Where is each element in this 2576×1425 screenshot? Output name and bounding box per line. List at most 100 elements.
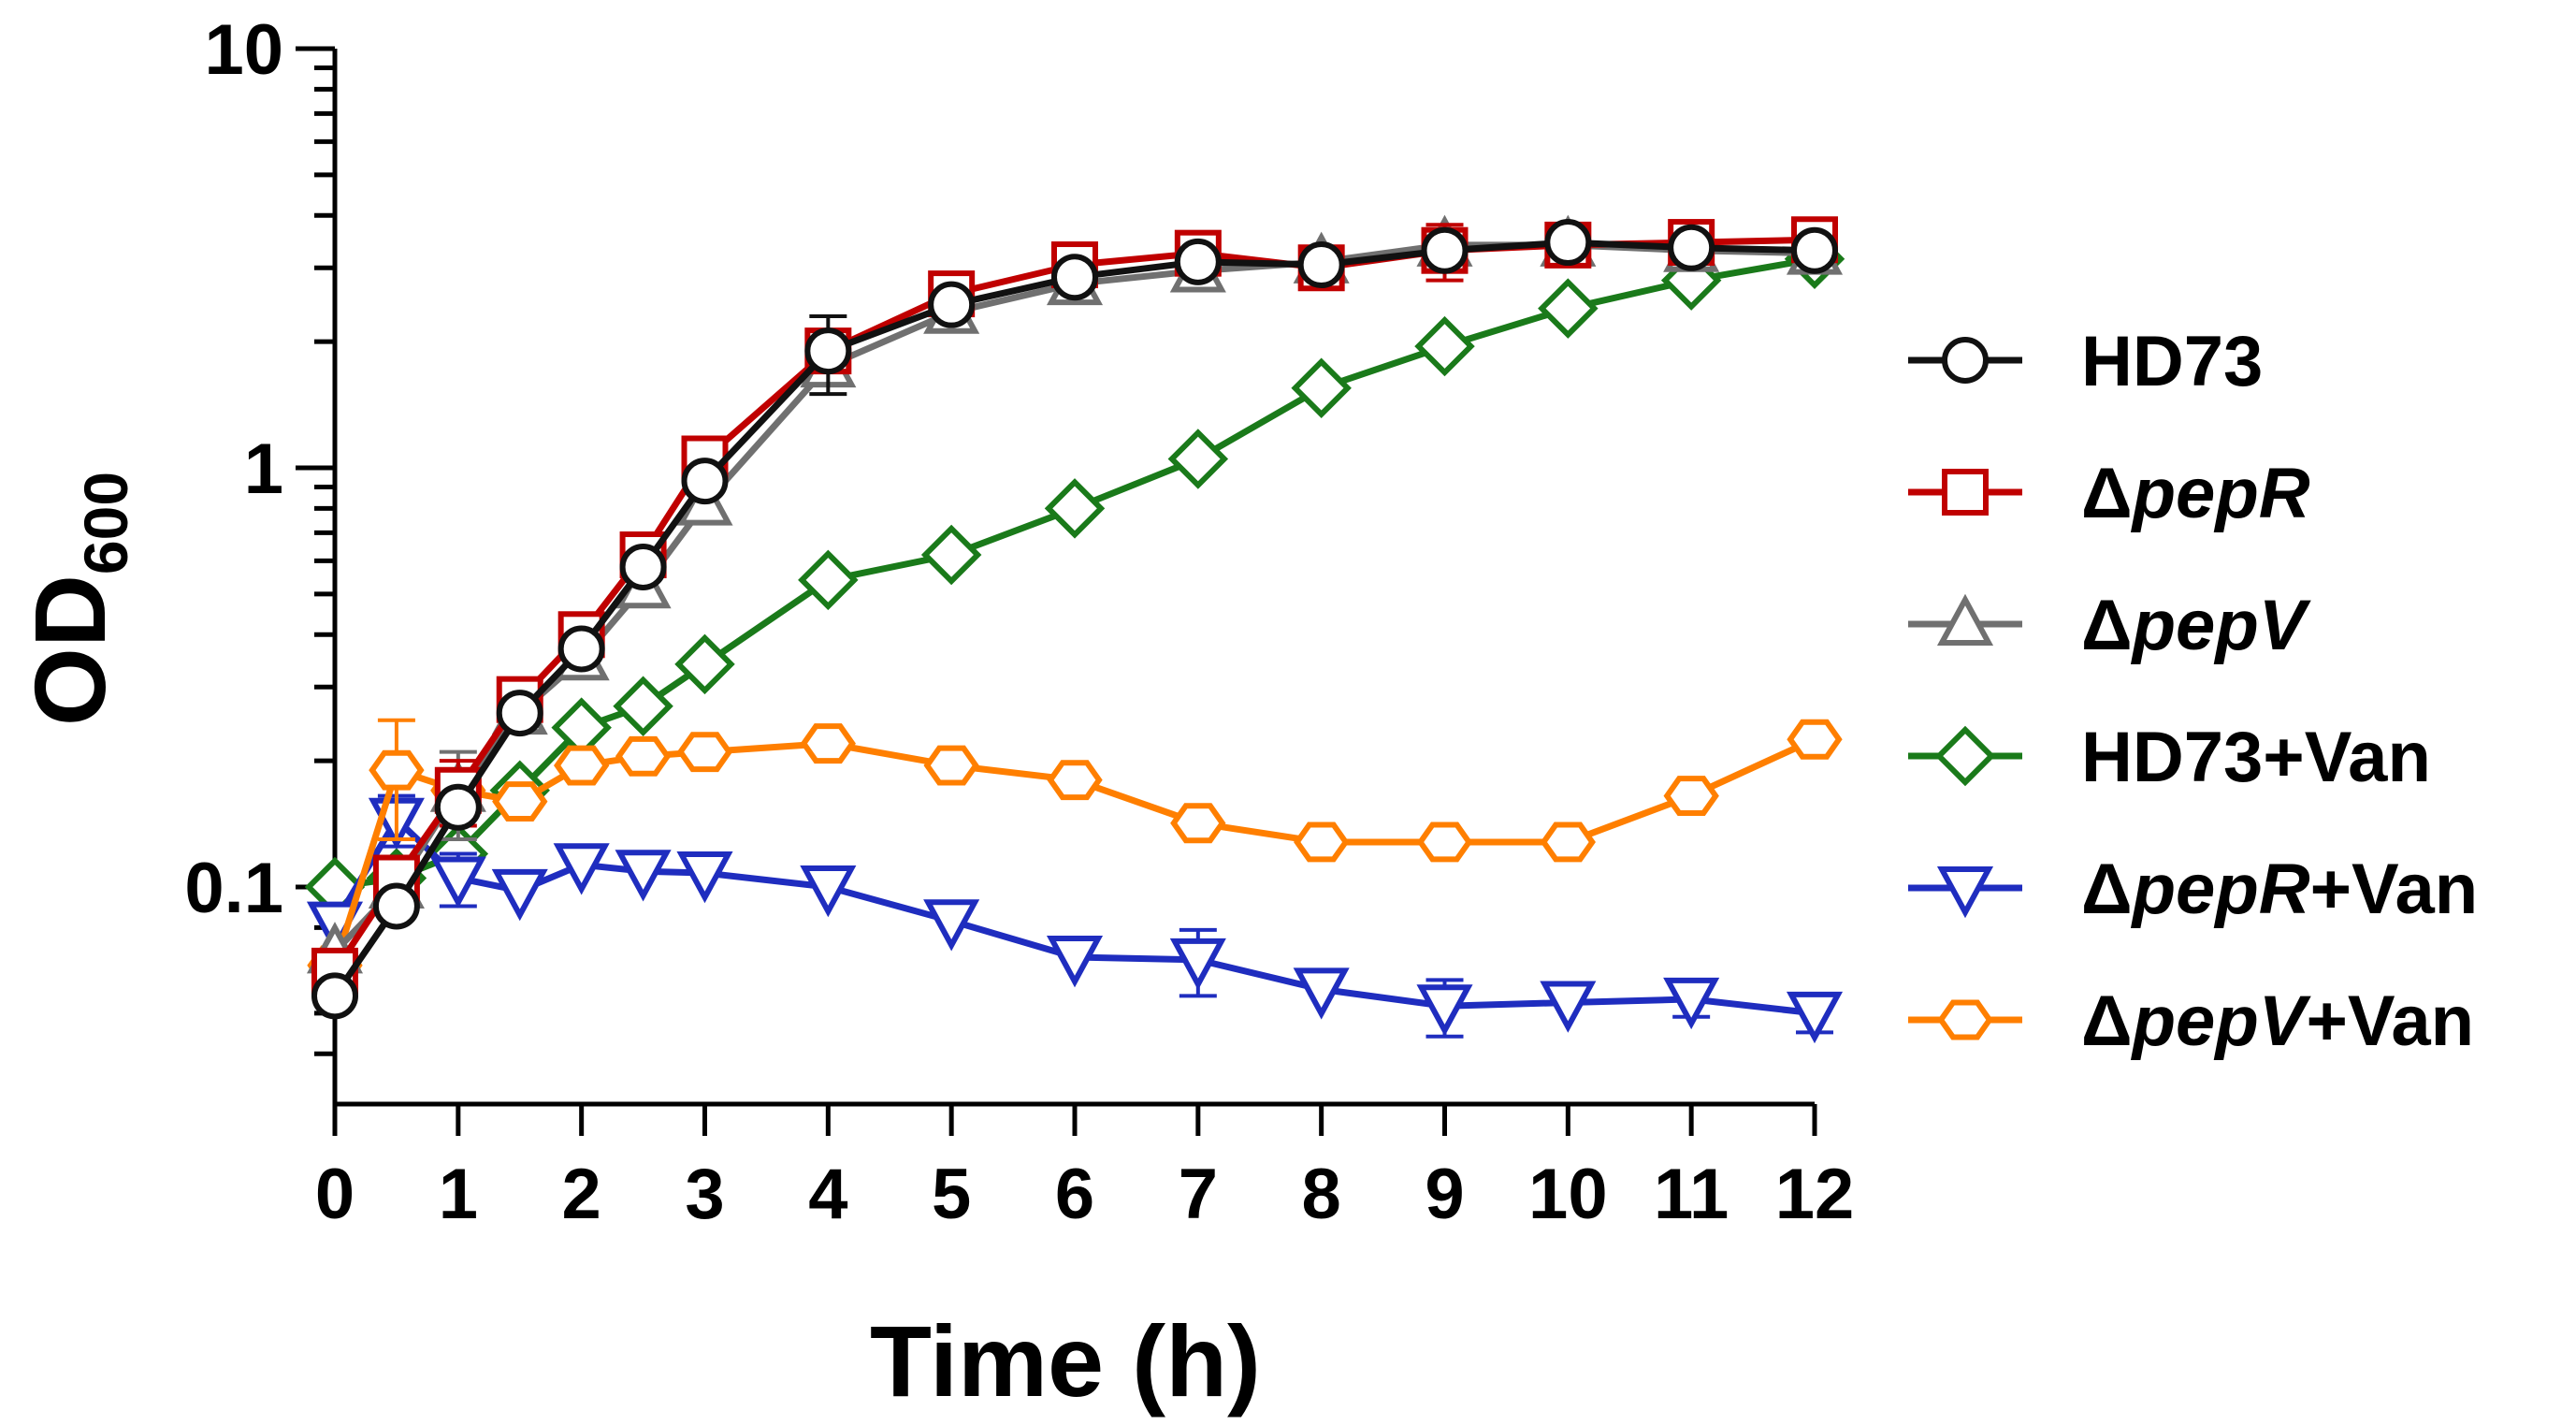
data-point <box>923 899 980 952</box>
data-point <box>1047 760 1103 801</box>
legend-item: HD73 <box>1908 322 2263 401</box>
data-point <box>1044 478 1106 539</box>
x-tick-label: 2 <box>562 1155 601 1234</box>
x-tick-label: 8 <box>1302 1155 1341 1234</box>
legend-label: HD73+Van <box>2081 718 2431 797</box>
x-tick-label: 9 <box>1425 1155 1464 1234</box>
data-point <box>429 856 486 909</box>
legend-label: ΔpepV <box>2081 586 2311 665</box>
data-point <box>804 327 852 375</box>
x-tick-label: 1 <box>439 1155 478 1234</box>
series-line <box>332 239 1816 998</box>
data-point <box>1174 238 1222 285</box>
legend-label-part: HD73 <box>2081 322 2263 401</box>
x-tick-label: 10 <box>1528 1155 1608 1234</box>
data-point <box>1051 254 1098 301</box>
data-point <box>1663 977 1720 1030</box>
data-point <box>1540 822 1596 863</box>
x-tick-label: 7 <box>1179 1155 1218 1234</box>
data-point <box>1538 278 1599 339</box>
legend-swatch-marker <box>1934 725 1996 787</box>
legend-label: ΔpepR <box>2081 454 2310 533</box>
data-point <box>1416 822 1473 863</box>
legend-label: ΔpepV+Van <box>2081 982 2474 1061</box>
data-point <box>798 549 859 611</box>
data-point <box>615 850 672 902</box>
x-tick-label: 0 <box>315 1155 355 1234</box>
legend-label-part: HD73+Van <box>2081 718 2431 797</box>
data-point <box>676 732 733 773</box>
series-line <box>334 255 1816 891</box>
series-ΔpepV <box>306 214 1844 974</box>
data-point <box>1663 776 1719 816</box>
data-point <box>491 868 548 922</box>
y-axis-title-main: OD <box>13 574 126 726</box>
data-point <box>928 281 976 328</box>
legend-swatch-marker <box>1937 999 1993 1040</box>
data-point <box>674 633 735 695</box>
legend-item: HD73+Van <box>1908 718 2431 797</box>
data-point <box>1544 219 1592 267</box>
legend-label: HD73 <box>2081 322 2263 401</box>
x-tick-label: 4 <box>808 1155 847 1234</box>
plot-area <box>304 214 1845 1044</box>
data-point <box>1167 429 1229 489</box>
data-point <box>1414 315 1475 377</box>
legend-label-part: pepV <box>2131 586 2311 665</box>
legend-item: ΔpepV+Van <box>1908 982 2474 1061</box>
data-point <box>1294 822 1350 863</box>
x-tick-label: 5 <box>932 1155 971 1234</box>
y-tick-label: 0.1 <box>184 849 283 928</box>
legend-item: ΔpepR+Van <box>1908 850 2478 929</box>
data-point <box>553 843 610 895</box>
x-tick-label: 3 <box>685 1155 724 1234</box>
legend-item: ΔpepR <box>1908 454 2310 533</box>
data-point <box>676 851 733 904</box>
x-tick-label: 11 <box>1654 1155 1729 1234</box>
data-point <box>1291 357 1352 418</box>
data-point <box>800 723 856 764</box>
x-tick-label: 6 <box>1055 1155 1094 1234</box>
data-point <box>372 882 420 930</box>
data-point <box>1787 719 1843 760</box>
data-point <box>1421 226 1469 274</box>
data-point <box>1046 936 1104 988</box>
series-line <box>331 816 1816 1017</box>
legend-label-part: pepR <box>2131 454 2310 533</box>
series-ΔpepR+Van <box>306 793 1844 1044</box>
legend-swatch-marker <box>1936 866 1994 919</box>
data-point <box>681 458 729 505</box>
legend-label-part: Δ <box>2081 850 2133 929</box>
y-tick-label: 10 <box>204 10 283 90</box>
data-point <box>1169 938 1226 991</box>
y-tick-label: 1 <box>244 429 283 509</box>
data-point <box>800 865 857 918</box>
data-point <box>1791 226 1838 274</box>
data-point <box>369 749 425 791</box>
legend-label-part: +Van <box>2310 850 2479 929</box>
y-axis-title: OD600 <box>13 472 140 726</box>
y-axis-title-subscript: 600 <box>71 472 140 574</box>
legend-label-part: pepV <box>2131 982 2311 1061</box>
data-point <box>434 783 482 831</box>
data-point <box>492 781 548 822</box>
x-tick-label: 12 <box>1775 1155 1855 1234</box>
data-point <box>1668 224 1715 271</box>
data-point <box>920 524 982 586</box>
series-HD73 <box>311 219 1838 1020</box>
data-point <box>554 745 610 786</box>
data-point <box>615 735 672 777</box>
x-axis-title: Time (h) <box>870 1304 1261 1418</box>
data-point <box>1416 984 1473 1037</box>
data-point <box>1297 241 1345 289</box>
legend-swatch-marker <box>1942 469 1989 516</box>
legend-item: ΔpepV <box>1908 586 2311 665</box>
data-point <box>1540 981 1597 1033</box>
legend-label-part: Δ <box>2081 982 2133 1061</box>
series-line <box>331 736 1816 967</box>
legend-swatch-marker <box>1936 593 1994 646</box>
data-point <box>923 745 979 786</box>
